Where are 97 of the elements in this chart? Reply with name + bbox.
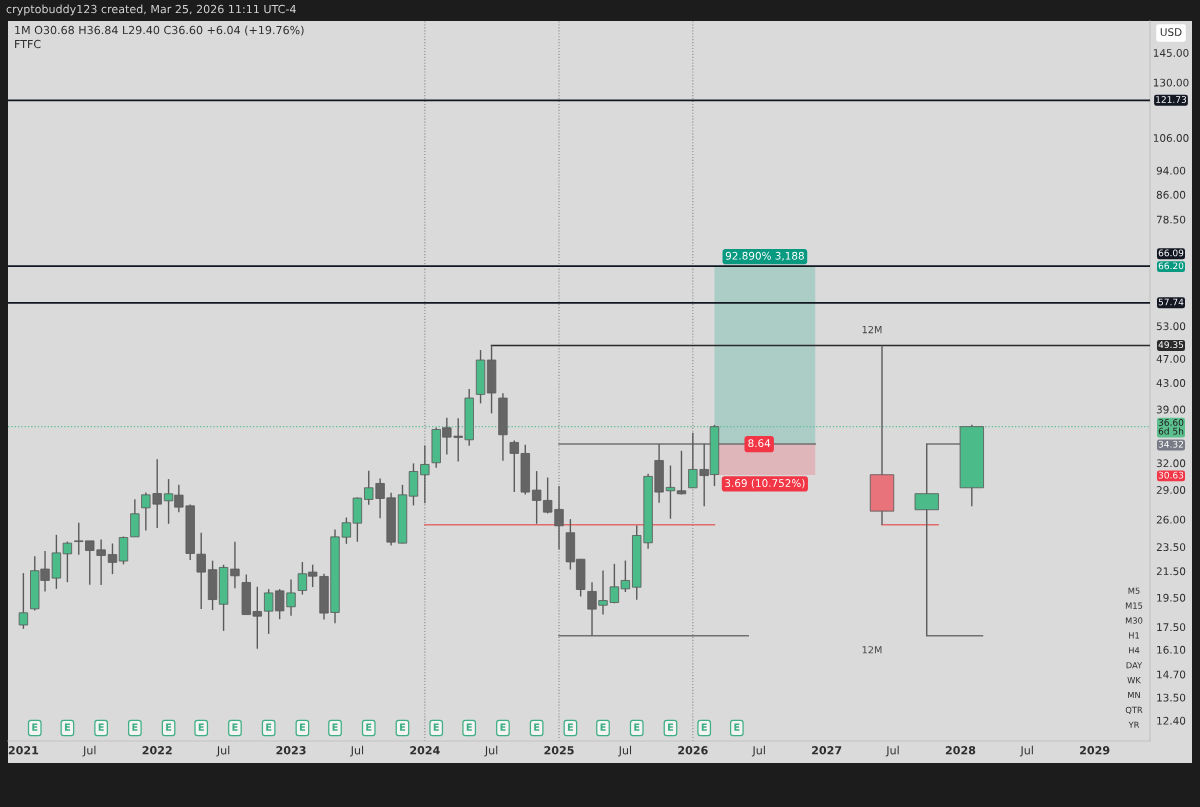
y-tick-label: 26.00: [1156, 515, 1186, 524]
x-tick-label: 2024: [410, 746, 440, 755]
chart-subtitle: cryptobuddy123 created, Mar 25, 2026 11:11 UTC-4: [6, 4, 296, 16]
annotation: M30: [1125, 617, 1143, 624]
x-tick-label: 2026: [678, 746, 708, 755]
annotation: M5: [1128, 587, 1140, 594]
annotation: FTFC: [15, 39, 41, 49]
annotation: E: [634, 723, 640, 731]
y-tick-label: 16.10: [1157, 645, 1186, 654]
candlestick: [665, 464, 676, 520]
data-label: 49.35: [1158, 341, 1184, 349]
y-tick-label: 86.00: [1156, 190, 1186, 199]
y-tick-label: 34.32: [1158, 440, 1184, 448]
annotation: E: [567, 723, 573, 731]
ref-line-label: 66.09: [1158, 249, 1184, 257]
annotation: DAY: [1126, 662, 1143, 669]
annotation: E: [64, 723, 70, 731]
annotation: E: [266, 723, 272, 731]
x-tick-label: Jul: [751, 745, 765, 757]
y-tick-label: 130.00: [1153, 78, 1189, 87]
y-tick-label: 30.63: [1158, 471, 1184, 479]
y-axis-title: USD: [1160, 28, 1182, 37]
text: 12M: [862, 325, 882, 334]
candlestick: [420, 444, 430, 504]
annotation: M15: [1125, 602, 1143, 609]
ref-line-label: 121.73: [1156, 96, 1187, 103]
text: 12M: [862, 646, 882, 654]
annotation: E: [534, 723, 540, 731]
annotation: E: [299, 723, 305, 731]
x-tick-label: 2021: [8, 746, 39, 755]
y-tick-label: 94.00: [1156, 166, 1186, 175]
x-tick-label: Jul: [1019, 745, 1033, 757]
annotation: E: [433, 723, 439, 731]
x-tick-label: Jul: [82, 745, 96, 757]
y-tick-label: 23.50: [1156, 543, 1186, 552]
candlestick: [676, 450, 687, 496]
annotation: E: [668, 723, 674, 731]
y-tick-label: 43.00: [1156, 379, 1186, 387]
annotation: E: [400, 723, 406, 731]
annotation: 8.64: [748, 439, 771, 448]
annotation: E: [466, 723, 472, 731]
y-tick-label: 32.00: [1156, 459, 1186, 468]
annotation: E: [366, 723, 372, 731]
ref-line-label: 36.60 6d 5h: [1158, 419, 1184, 435]
y-tick-label: 78.50: [1156, 215, 1186, 224]
annotation: E: [98, 723, 104, 731]
x-tick-label: 2027: [812, 746, 842, 755]
x-tick-label: Jul: [618, 745, 632, 757]
y-tick-label: 66.20: [1158, 262, 1184, 270]
y-tick-label: 17.50: [1157, 623, 1186, 632]
x-tick-label: 2025: [544, 746, 574, 755]
candlestick: [196, 532, 206, 610]
annotation: H1: [1129, 632, 1140, 639]
annotation: E: [600, 723, 606, 731]
y-tick-label: 13.50: [1157, 693, 1186, 702]
y-tick-label: 21.50: [1156, 567, 1186, 576]
annotation: QTR: [1125, 706, 1143, 715]
candlestick: [130, 498, 140, 538]
annotation: H4: [1129, 647, 1140, 654]
annotation: E: [198, 723, 204, 731]
x-tick-label: Jul: [216, 745, 230, 757]
annotation: E: [132, 723, 138, 731]
ref-line-label: 57.74: [1158, 298, 1184, 306]
annotation: E: [232, 723, 238, 731]
x-tick-label: Jul: [885, 745, 899, 757]
candlestick: [230, 541, 240, 589]
annotation: E: [32, 723, 38, 731]
candlestick: [107, 542, 118, 575]
chart-title: 1M O30.68 H36.84 L29.40 C36.60 +6.04 (+19.76%): [15, 25, 304, 36]
x-tick-label: 2023: [276, 746, 306, 755]
annotation: E: [701, 723, 707, 731]
annotation: YR: [1128, 721, 1140, 728]
annotation: E: [500, 723, 506, 731]
y-tick-label: 19.50: [1157, 593, 1186, 602]
y-tick-label: 12.40: [1157, 716, 1186, 725]
annotation: WK: [1127, 677, 1142, 684]
annotation: E: [166, 723, 172, 731]
annotation: E: [734, 723, 740, 731]
y-tick-label: 53.00: [1156, 322, 1186, 331]
x-tick-label: Jul: [350, 745, 364, 757]
band-label: 3.69 (10.752%): [725, 478, 805, 489]
annotation: E: [332, 723, 338, 731]
x-tick-label: 2022: [142, 746, 172, 755]
candlestick: [18, 572, 29, 630]
y-tick-label: 47.00: [1156, 354, 1186, 363]
x-tick-label: Jul: [484, 745, 498, 757]
y-tick-label: 29.00: [1156, 486, 1186, 494]
y-tick-label: 14.70: [1157, 670, 1186, 679]
annotation: MN: [1128, 691, 1140, 699]
x-tick-label: 2029: [1080, 746, 1110, 755]
x-tick-label: 2028: [945, 746, 976, 755]
y-tick-label: 106.00: [1153, 134, 1189, 142]
band-label: 92.890% 3,188: [725, 251, 804, 261]
y-tick-label: 145.00: [1153, 49, 1189, 57]
y-tick-label: 39.00: [1156, 405, 1186, 414]
candlestick: [914, 443, 939, 637]
candlestick: [118, 535, 129, 566]
